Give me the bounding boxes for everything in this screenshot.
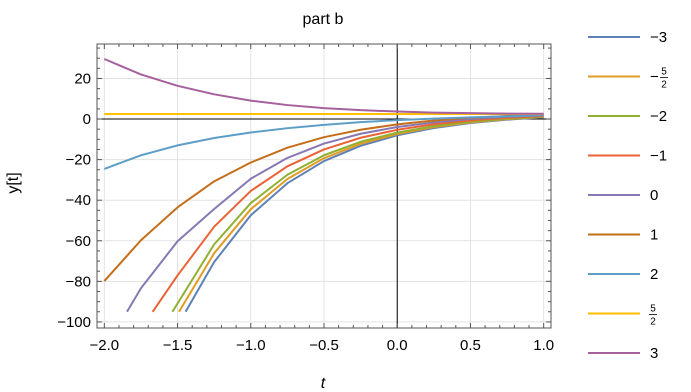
x-axis-label: t bbox=[321, 375, 326, 392]
y-tick-label: −100 bbox=[57, 314, 91, 331]
legend-label-2: −2 bbox=[650, 108, 667, 125]
series-line-2 bbox=[171, 115, 544, 313]
y-axis-label: y[t] bbox=[5, 172, 22, 193]
series-line-3 bbox=[151, 114, 544, 313]
legend-label-numerator-7: 5 bbox=[650, 304, 656, 315]
legend-label-numerator-1: 5 bbox=[661, 67, 667, 78]
legend-label-4: 0 bbox=[650, 187, 658, 204]
y-tick-label: 0 bbox=[83, 111, 91, 128]
legend-label-6: 2 bbox=[650, 266, 658, 283]
legend-label-3: −1 bbox=[650, 148, 667, 165]
series-layer bbox=[103, 58, 544, 313]
y-tick-label: −20 bbox=[66, 152, 91, 169]
x-tick-label: −1.5 bbox=[163, 337, 193, 354]
x-tick-label: 0.0 bbox=[387, 337, 408, 354]
y-tick-label: −80 bbox=[66, 273, 91, 290]
y-axis-ticks: 20 0 −20 −40 −60 −80 −100 bbox=[57, 47, 551, 331]
series-line-4 bbox=[126, 114, 544, 313]
y-tick-label: 20 bbox=[74, 70, 91, 87]
y-tick-label: −40 bbox=[66, 192, 91, 209]
legend-label-5: 1 bbox=[650, 227, 658, 244]
grid bbox=[97, 44, 551, 328]
x-tick-label: −0.5 bbox=[309, 337, 339, 354]
x-axis-ticks: −2.0 −1.5 −1.0 −0.5 0.0 0.5 1.0 bbox=[90, 44, 554, 354]
legend-label-denominator-7: 2 bbox=[650, 317, 656, 328]
series-line-8 bbox=[103, 58, 544, 115]
y-tick-label: −60 bbox=[66, 233, 91, 250]
legend-label-8: 3 bbox=[650, 345, 658, 362]
series-line-6 bbox=[103, 114, 544, 170]
x-tick-label: −2.0 bbox=[90, 337, 120, 354]
x-tick-label: −1.0 bbox=[236, 337, 266, 354]
legend-label-denominator-1: 2 bbox=[661, 80, 667, 91]
legend-label-minus-1: − bbox=[650, 69, 659, 86]
legend-label-0: −3 bbox=[650, 29, 667, 46]
x-tick-label: 1.0 bbox=[533, 337, 554, 354]
x-tick-label: 0.5 bbox=[460, 337, 481, 354]
chart-title: part b bbox=[303, 11, 344, 28]
